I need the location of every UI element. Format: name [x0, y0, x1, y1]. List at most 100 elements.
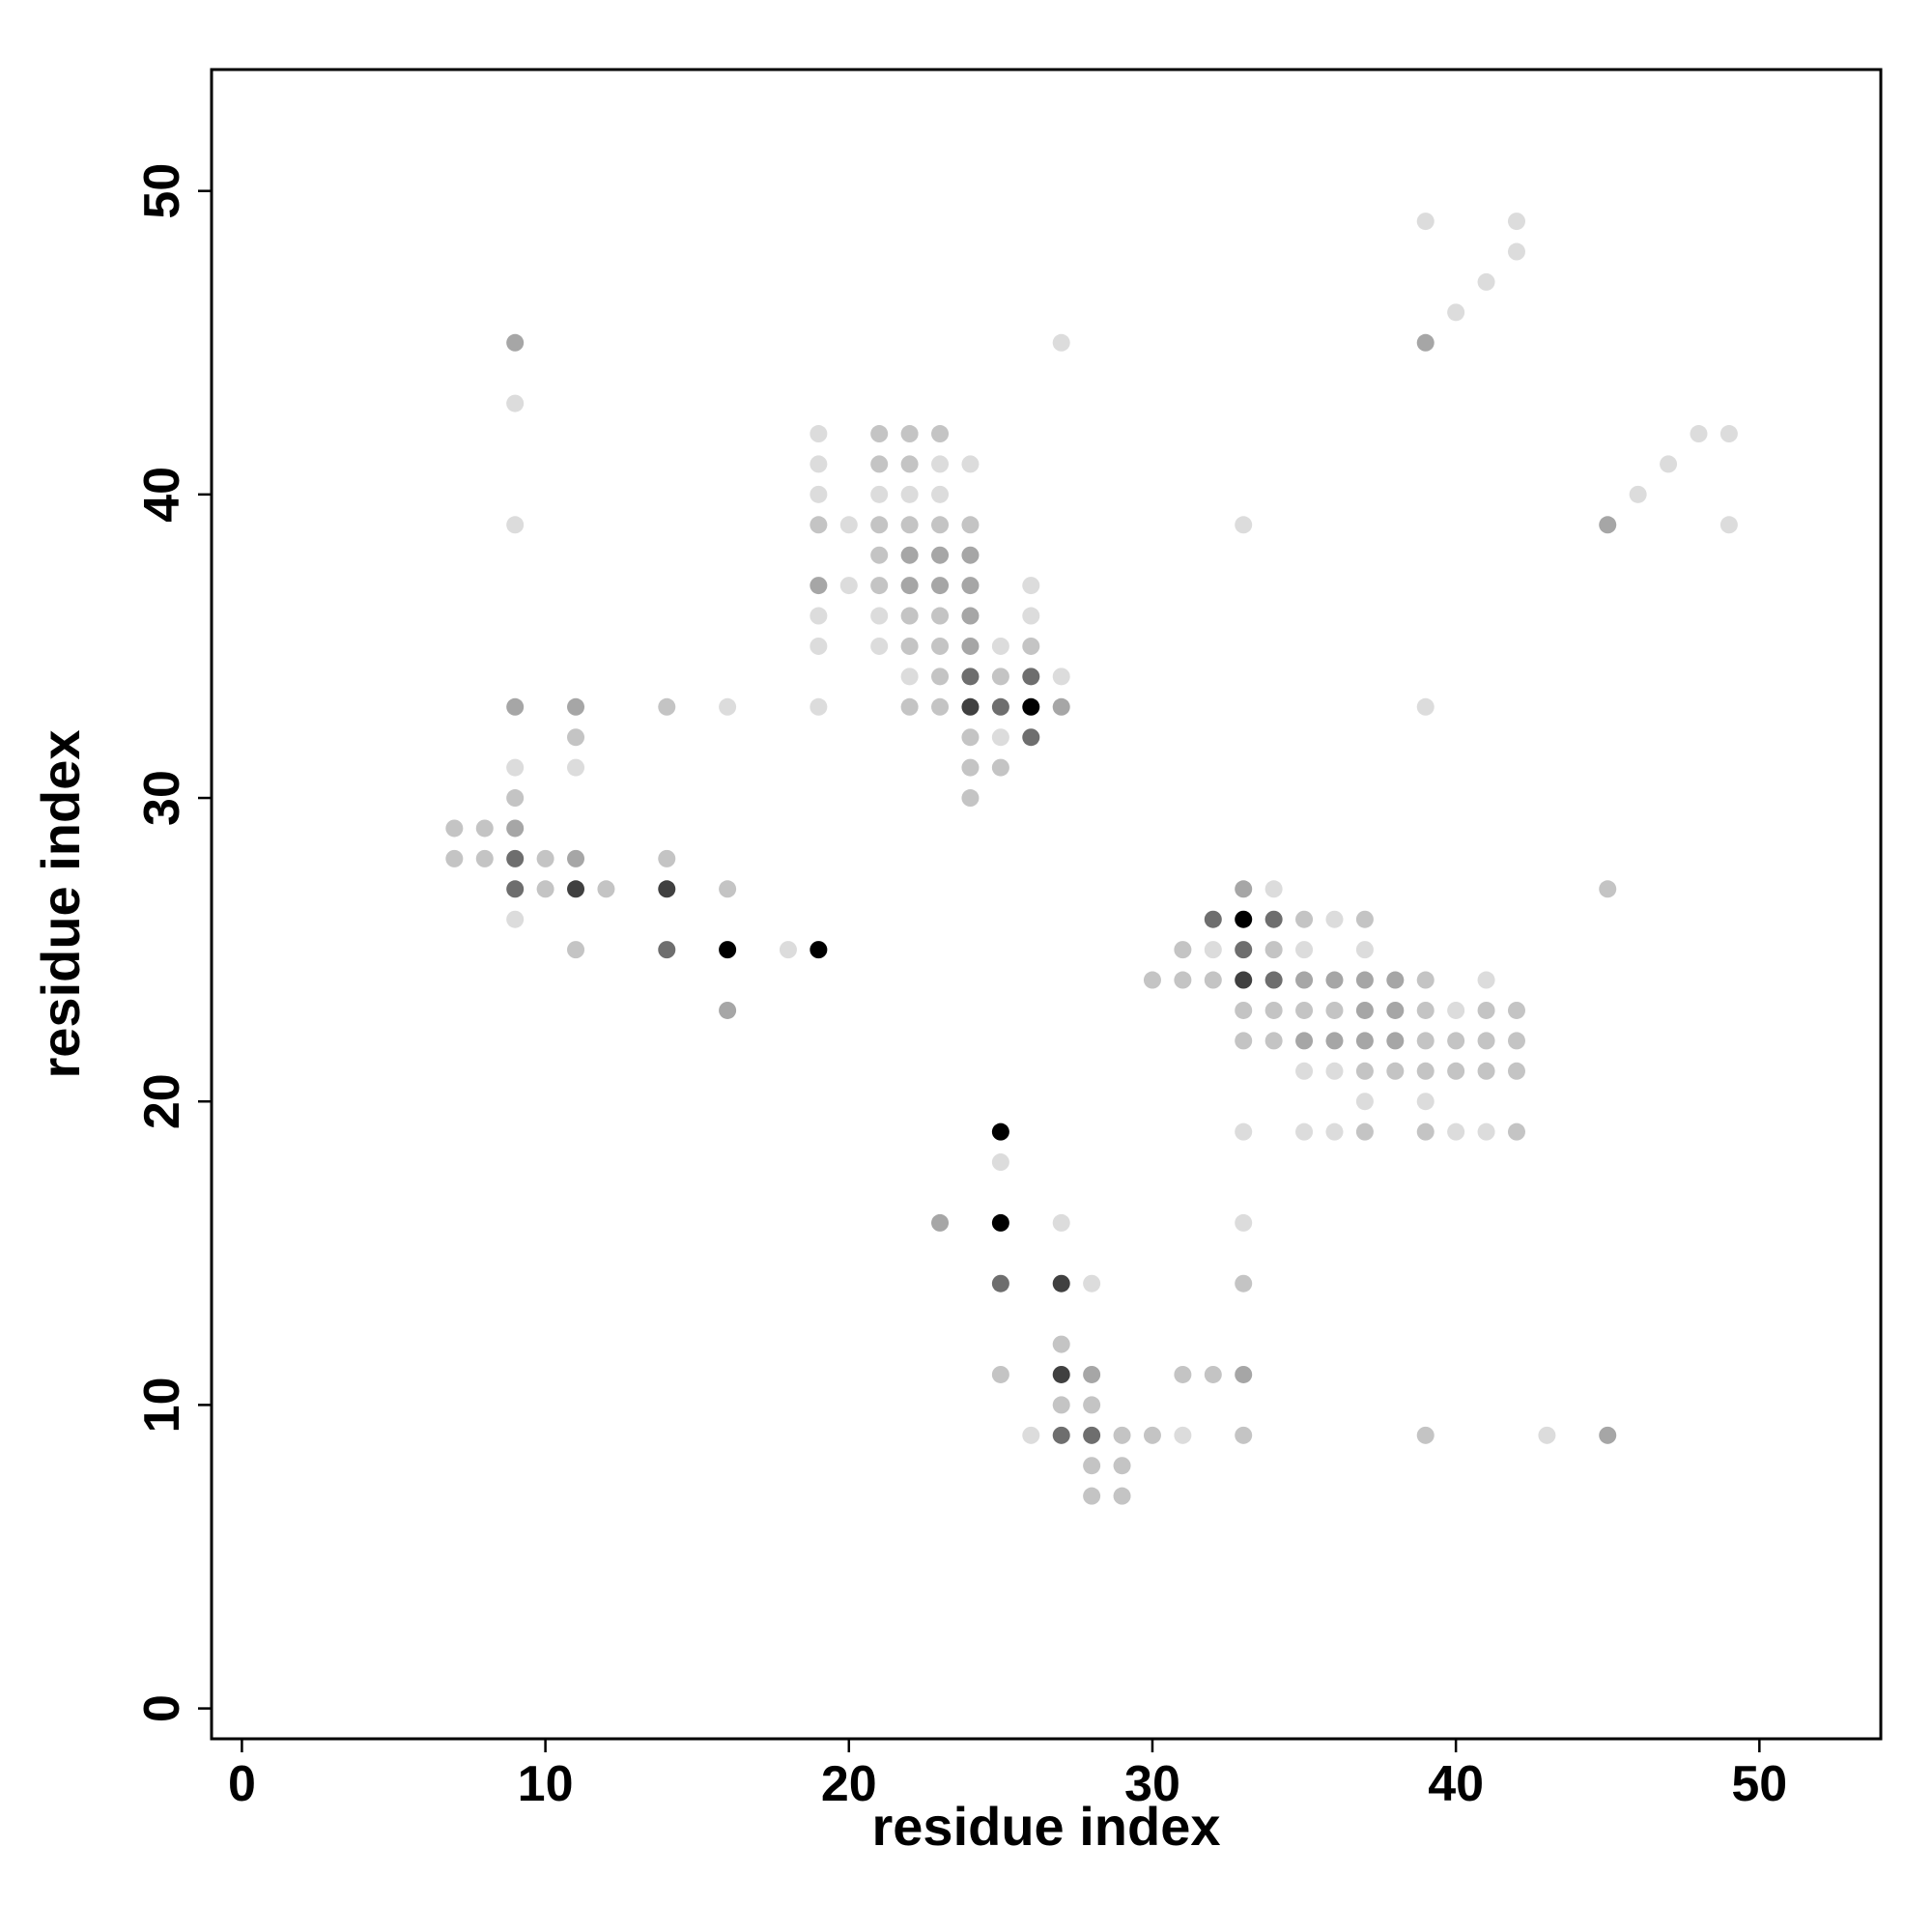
point: [1325, 1062, 1344, 1080]
point: [1113, 1457, 1131, 1475]
point: [1416, 1032, 1435, 1050]
point: [658, 880, 676, 898]
point: [1355, 1001, 1374, 1019]
x-axis-title: residue index: [871, 1796, 1220, 1857]
point: [1355, 1062, 1374, 1080]
point: [1660, 455, 1678, 473]
point: [1204, 1365, 1222, 1383]
point: [1538, 1426, 1556, 1444]
point: [1355, 1032, 1374, 1050]
x-tick-label: 30: [1124, 1756, 1180, 1812]
point: [961, 455, 980, 473]
point: [1052, 1335, 1070, 1353]
x-tick-label: 50: [1731, 1756, 1787, 1812]
point: [1022, 697, 1040, 716]
point: [931, 637, 950, 655]
point: [1143, 971, 1161, 989]
point: [1355, 910, 1374, 928]
point: [1477, 272, 1495, 291]
point: [506, 394, 525, 412]
point: [1507, 242, 1525, 261]
point: [1416, 971, 1435, 989]
point: [506, 758, 525, 777]
point: [1477, 971, 1495, 989]
point: [900, 697, 919, 716]
point: [931, 546, 950, 564]
point: [719, 880, 737, 898]
point: [810, 697, 828, 716]
plot-frame: [210, 68, 1883, 1741]
x-tick-label: 40: [1428, 1756, 1484, 1812]
point: [900, 668, 919, 686]
y-tick-label: 50: [134, 163, 190, 219]
point: [1325, 1122, 1344, 1141]
point: [1204, 971, 1222, 989]
point: [1052, 1365, 1070, 1383]
point: [1022, 1426, 1040, 1444]
point: [567, 941, 585, 959]
point: [870, 607, 889, 625]
point: [961, 637, 980, 655]
point: [991, 637, 1009, 655]
point: [1386, 1062, 1405, 1080]
point: [1083, 1426, 1101, 1444]
point: [567, 758, 585, 777]
point: [870, 516, 889, 534]
point: [567, 880, 585, 898]
y-tick-label: 20: [134, 1073, 190, 1129]
point: [991, 697, 1009, 716]
point: [931, 668, 950, 686]
point: [1235, 1001, 1253, 1019]
point: [870, 425, 889, 443]
point: [961, 668, 980, 686]
point: [567, 728, 585, 747]
point: [1264, 880, 1283, 898]
point: [1264, 910, 1283, 928]
point: [1416, 1122, 1435, 1141]
point: [1325, 1001, 1344, 1019]
point: [961, 697, 980, 716]
point: [1355, 1122, 1374, 1141]
point: [1386, 971, 1405, 989]
point: [658, 697, 676, 716]
point: [900, 516, 919, 534]
point: [1719, 425, 1738, 443]
point: [961, 516, 980, 534]
point: [1174, 1365, 1192, 1383]
y-tick-label: 10: [134, 1377, 190, 1433]
point: [1235, 1213, 1253, 1232]
point: [1264, 1032, 1283, 1050]
point: [1447, 303, 1465, 322]
point: [1447, 1001, 1465, 1019]
point: [1264, 941, 1283, 959]
point: [445, 849, 464, 867]
point: [1295, 910, 1314, 928]
point: [1507, 1122, 1525, 1141]
point: [1235, 910, 1253, 928]
point: [961, 577, 980, 595]
point: [1022, 728, 1040, 747]
point: [597, 880, 615, 898]
point: [1174, 971, 1192, 989]
point: [1416, 213, 1435, 231]
point: [506, 819, 525, 838]
point: [1083, 1396, 1101, 1414]
point: [1235, 1365, 1253, 1383]
point: [536, 880, 554, 898]
point: [1204, 941, 1222, 959]
point: [658, 849, 676, 867]
point: [870, 637, 889, 655]
x-tick-label: 0: [228, 1756, 256, 1812]
point: [810, 941, 828, 959]
x-tick-label: 10: [518, 1756, 574, 1812]
point: [900, 546, 919, 564]
point: [1295, 1062, 1314, 1080]
point: [719, 697, 737, 716]
point: [1325, 971, 1344, 989]
point: [810, 637, 828, 655]
point: [870, 546, 889, 564]
point: [1295, 941, 1314, 959]
point: [1477, 1062, 1495, 1080]
point: [506, 697, 525, 716]
point: [961, 546, 980, 564]
